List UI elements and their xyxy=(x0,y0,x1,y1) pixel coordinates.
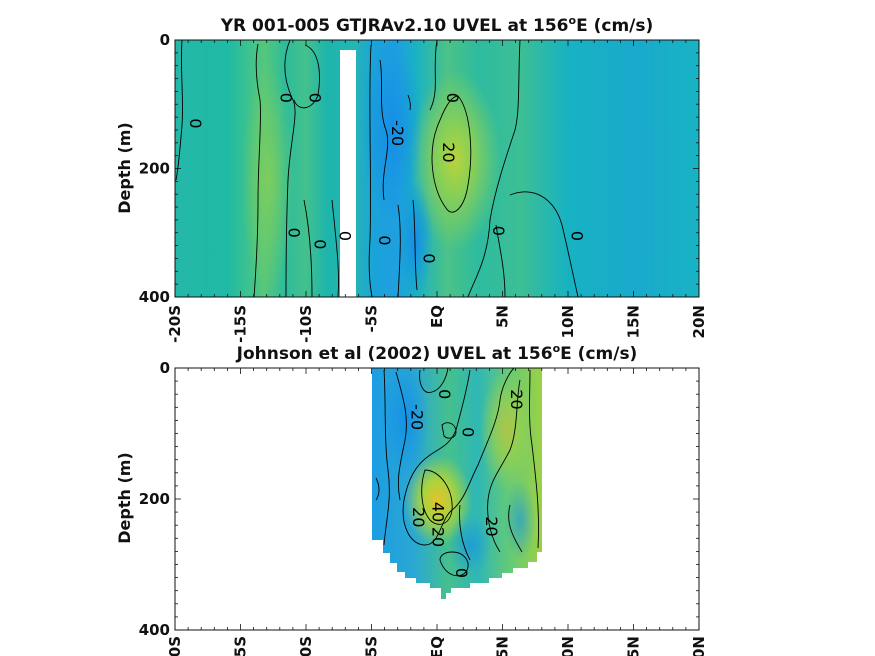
x-tick-label: 15N xyxy=(625,636,643,656)
contour-label: 0 xyxy=(311,239,330,249)
x-tick-label: -15S xyxy=(232,305,250,343)
x-tick-label: EQ xyxy=(428,305,446,328)
y-axis-label-bottom: Depth (m) xyxy=(115,452,134,544)
contour-label: 0 xyxy=(443,93,462,103)
x-tick-label: -20S xyxy=(166,305,184,343)
y-tick-label: 400 xyxy=(139,288,170,306)
x-tick-label: 10N xyxy=(559,636,577,656)
x-tick-label: -5S xyxy=(363,636,381,656)
x-tick-label: EQ xyxy=(428,636,446,656)
x-tick-label: 5N xyxy=(494,636,512,656)
x-tick-label: 10N xyxy=(559,305,577,338)
y-tick-label: 0 xyxy=(160,31,170,49)
contour-label: 20 xyxy=(409,507,428,527)
y-tick-label: 0 xyxy=(160,359,170,377)
contour-label: 0 xyxy=(336,231,355,241)
x-tick-label: 20N xyxy=(690,636,708,656)
x-tick-label: -10S xyxy=(297,305,315,343)
contour-label: 40 xyxy=(429,502,448,522)
y-axis-label-top: Depth (m) xyxy=(115,122,134,214)
chart-title-bottom: Johnson et al (2002) UVEL at 156oE (cm/s… xyxy=(236,342,638,364)
x-tick-label: -15S xyxy=(232,636,250,656)
chart-title-top: YR 001-005 GTJRAv2.10 UVEL at 156oE (cm/… xyxy=(220,14,654,36)
y-tick-label: 200 xyxy=(139,490,170,508)
x-tick-label: 15N xyxy=(625,305,643,338)
contour-label: 20 xyxy=(439,142,458,162)
contour-label: 0 xyxy=(284,228,303,238)
x-tick-label: -10S xyxy=(297,636,315,656)
contour-label: 0 xyxy=(435,389,454,399)
contour-label: 20 xyxy=(507,389,526,409)
contour-label: 0 xyxy=(459,427,478,437)
contour-label: 0 xyxy=(277,93,296,103)
x-tick-label: -5S xyxy=(363,305,381,332)
x-tick-label: 5N xyxy=(494,305,512,328)
contour-label: 0 xyxy=(489,226,508,236)
x-tick-label: 20N xyxy=(690,305,708,338)
contour-label: -20 xyxy=(408,404,427,430)
contour-label: 0 xyxy=(186,118,205,128)
panel-bottom: Johnson et al (2002) UVEL at 156oE (cm/s… xyxy=(115,342,708,656)
y-tick-label: 400 xyxy=(139,621,170,639)
contour-label: 0 xyxy=(419,253,438,263)
panel-top: YR 001-005 GTJRAv2.10 UVEL at 156oE (cm/… xyxy=(115,14,708,343)
contour-label: 0 xyxy=(375,235,394,245)
x-tick-label: -20S xyxy=(166,636,184,656)
contour-label: 0 xyxy=(539,515,558,525)
contour-label: 0 xyxy=(452,568,471,578)
contour-label: 0 xyxy=(305,93,324,103)
contour-label: 20 xyxy=(482,516,501,536)
contour-label: -20 xyxy=(388,120,407,146)
contour-label: 20 xyxy=(429,527,448,547)
y-tick-label: 200 xyxy=(139,160,170,178)
contour-label: 0 xyxy=(567,231,586,241)
